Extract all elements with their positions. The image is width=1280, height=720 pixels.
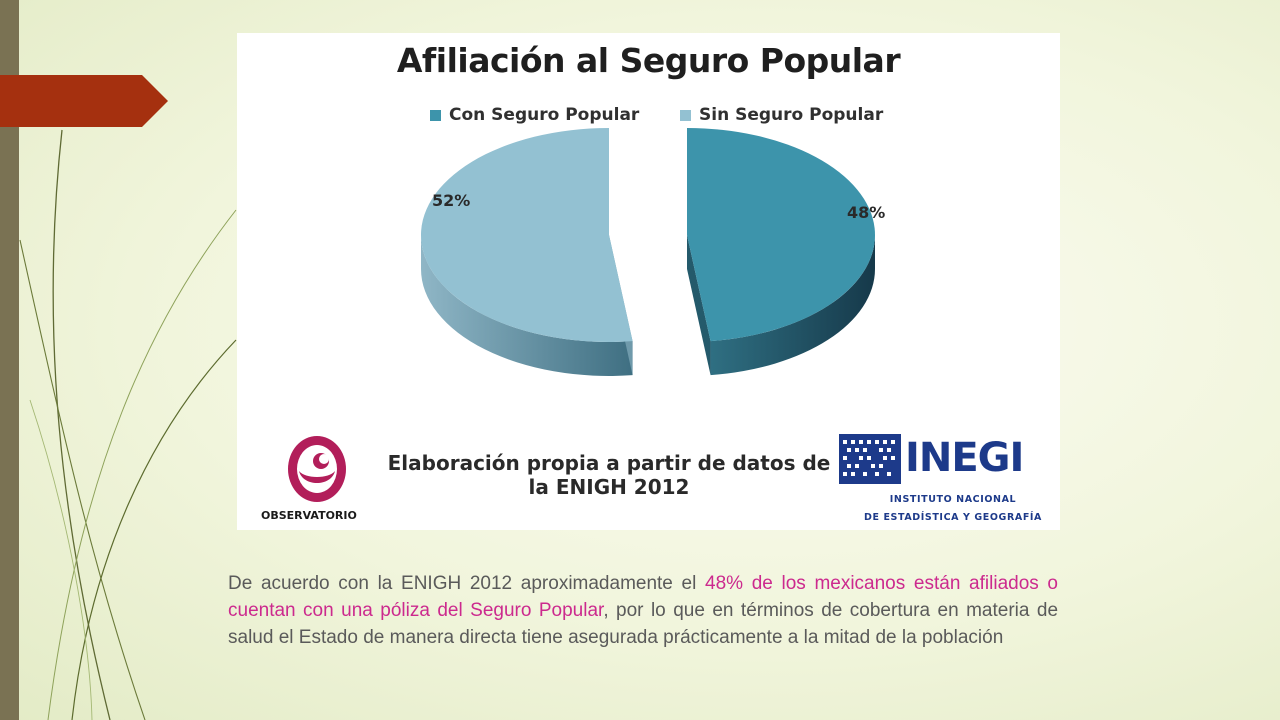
observatorio-logo-text: OBSERVATORIO xyxy=(261,509,357,522)
chart-title: Afiliación al Seguro Popular xyxy=(396,41,901,80)
source-note-line1: Elaboración propia a partir de datos de xyxy=(387,451,831,475)
legend-label-sin: Sin Seguro Popular xyxy=(699,105,884,125)
pie-slice-side-1 xyxy=(421,235,633,376)
source-note-line2: la ENIGH 2012 xyxy=(528,475,690,499)
decorative-curves xyxy=(19,129,237,720)
legend-label-con: Con Seguro Popular xyxy=(449,105,640,125)
inegi-logo-subtitle: INSTITUTO NACIONAL DE ESTADÍSTICA Y GEOG… xyxy=(843,491,1063,527)
pie-chart: 52% 48% xyxy=(420,128,885,376)
inegi-sub-line1: INSTITUTO NACIONAL xyxy=(889,494,1017,505)
body-text-part2: , por lo que en términos de cobertura en… xyxy=(228,600,1059,648)
inegi-logo-icon xyxy=(839,434,1029,486)
left-accent-bar xyxy=(0,0,19,720)
legend-item-sin: Sin Seguro Popular xyxy=(680,105,883,125)
data-label-sin: 52% xyxy=(432,191,470,210)
legend-swatch-con xyxy=(430,109,441,121)
legend-item-con: Con Seguro Popular xyxy=(430,105,639,125)
slide-body-text: De acuerdo con la ENIGH 2012 aproximadam… xyxy=(228,570,1058,651)
chart-panel: Afiliación al Seguro Popular Con Seguro … xyxy=(237,33,1060,530)
source-note: Elaboración propia a partir de datos de … xyxy=(374,451,844,499)
pie-slice-side-0 xyxy=(710,235,875,376)
observatorio-logo-icon xyxy=(259,431,379,526)
pie-slice-cut-0-1 xyxy=(687,235,711,376)
pie-slice-0 xyxy=(687,128,875,342)
chart-legend: Con Seguro Popular Sin Seguro Popular xyxy=(237,105,1060,129)
inegi-logo-word: INEGI xyxy=(905,435,1024,481)
pie-slice-1 xyxy=(420,128,633,342)
body-text-part1: De acuerdo con la ENIGH 2012 aproximadam… xyxy=(228,573,705,594)
legend-swatch-sin xyxy=(680,109,691,121)
data-label-con: 48% xyxy=(847,203,885,222)
body-text-highlight: 48% de los mexicanos están afiliados o c… xyxy=(228,573,1058,621)
inegi-sub-line2: DE ESTADÍSTICA Y GEOGRAFÍA xyxy=(863,512,1042,523)
slide-arrow-tab xyxy=(0,75,168,127)
